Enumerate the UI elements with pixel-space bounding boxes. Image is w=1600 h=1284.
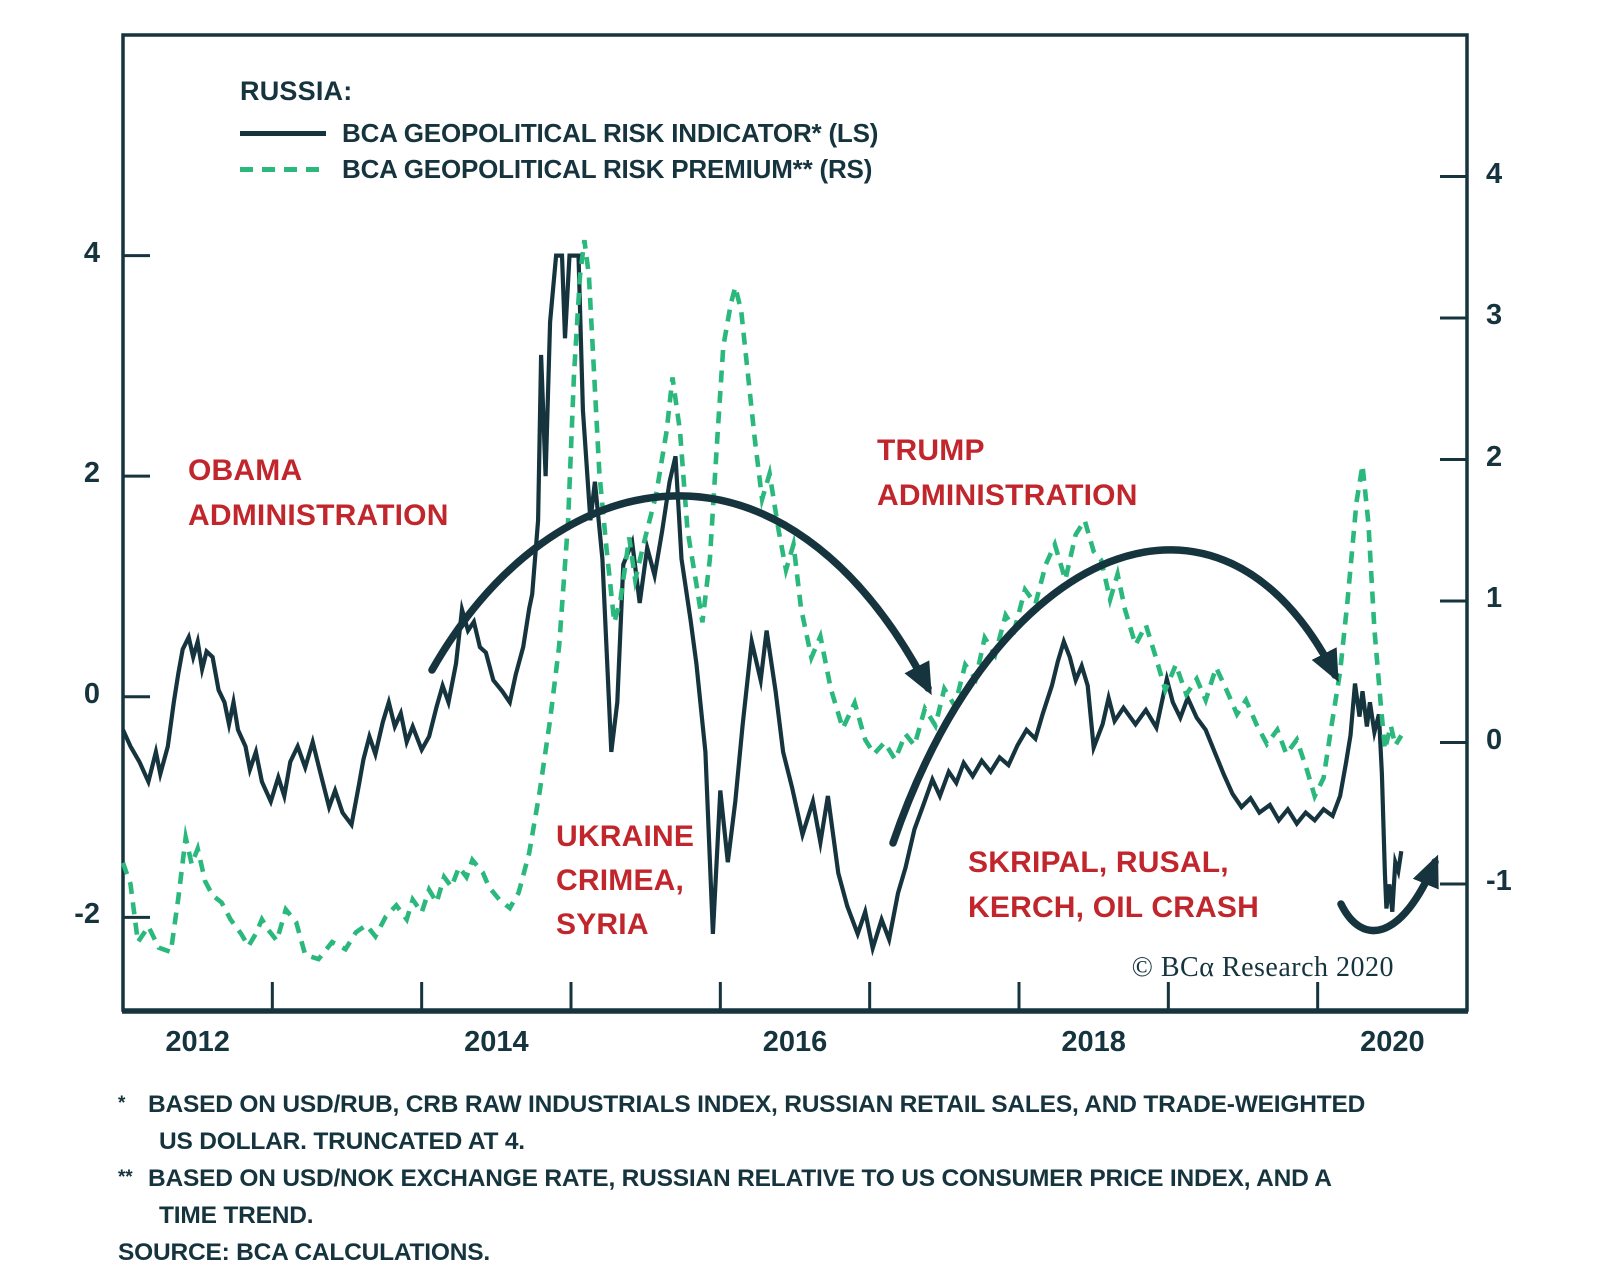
obama-to-trump-arrow <box>428 492 932 696</box>
right-axis-label: 0 <box>1486 723 1503 756</box>
footnote-2-line-2: TIME TREND. <box>159 1202 314 1229</box>
footnote-2-line-1: ** BASED ON USD/NOK EXCHANGE RATE, RUSSI… <box>118 1160 1558 1197</box>
footnote-1-line-2: US DOLLAR. TRUNCATED AT 4. <box>159 1128 525 1155</box>
footnote-1-line-1: * BASED ON USD/RUB, CRB RAW INDUSTRIALS … <box>118 1086 1558 1123</box>
annotation-ukraine-line3: SYRIA <box>556 908 649 941</box>
left-axis-label: -2 <box>74 898 100 931</box>
left-axis-label: 2 <box>83 457 100 490</box>
annotation-skripal-line2: KERCH, OIL CRASH <box>968 891 1259 924</box>
annotation-obama: OBAMA ADMINISTRATION <box>188 448 449 538</box>
left-axis-label: 4 <box>83 236 100 269</box>
annotation-trump-line2: ADMINISTRATION <box>877 479 1138 512</box>
legend-row-premium: BCA GEOPOLITICAL RISK PREMIUM** (RS) <box>240 151 878 187</box>
solid-line-swatch <box>240 130 326 136</box>
axes <box>121 33 1469 1014</box>
annotation-trump: TRUMP ADMINISTRATION <box>877 428 1138 518</box>
annotation-trump-line1: TRUMP <box>877 434 985 467</box>
risk-premium-line <box>120 239 1404 962</box>
right-axis-label: 1 <box>1486 582 1503 615</box>
annotation-obama-line2: ADMINISTRATION <box>188 499 449 532</box>
legend-row-indicator: BCA GEOPOLITICAL RISK INDICATOR* (LS) <box>240 115 878 151</box>
legend-title: RUSSIA: <box>240 76 353 106</box>
x-axis-label: 2020 <box>1360 1026 1425 1058</box>
annotation-obama-line1: OBAMA <box>188 454 303 487</box>
source-note: SOURCE: BCA CALCULATIONS. <box>118 1239 491 1266</box>
x-axis-label: 2016 <box>762 1026 828 1058</box>
legend-label-premium: BCA GEOPOLITICAL RISK PREMIUM** (RS) <box>342 153 873 184</box>
annotation-ukraine-line1: UKRAINE <box>556 820 695 853</box>
plot-border <box>121 33 1469 1012</box>
copyright-note: © BCα Research 2020 <box>1131 952 1394 983</box>
right-axis-label: 2 <box>1486 440 1503 473</box>
dashed-line-swatch <box>240 166 326 172</box>
risk-indicator-line <box>121 253 1404 957</box>
x-axis-label: 2014 <box>464 1026 529 1058</box>
annotation-ukraine-line2: CRIMEA, <box>556 864 685 897</box>
x-axis-label: 2012 <box>165 1026 230 1058</box>
data-series <box>120 239 1404 962</box>
legend: RUSSIA: BCA GEOPOLITICAL RISK INDICATOR*… <box>240 76 878 187</box>
right-axis-label: 4 <box>1486 157 1503 190</box>
left-axis-label: 0 <box>83 677 100 710</box>
right-axis-label: 3 <box>1486 299 1503 332</box>
footnote-2-marker: ** <box>118 1167 133 1188</box>
annotation-skripal: SKRIPAL, RUSAL, KERCH, OIL CRASH <box>968 840 1259 930</box>
x-axis-label: 2018 <box>1061 1026 1126 1058</box>
trump-cycle-arrow <box>889 546 1339 847</box>
right-axis-label: -1 <box>1486 865 1512 898</box>
legend-label-indicator: BCA GEOPOLITICAL RISK INDICATOR* (LS) <box>342 117 879 148</box>
annotation-skripal-line1: SKRIPAL, RUSAL, <box>968 846 1229 879</box>
annotation-ukraine: UKRAINE CRIMEA, SYRIA <box>556 815 694 947</box>
footnote-1-marker: * <box>118 1093 126 1114</box>
annotation-arrows <box>428 492 1439 935</box>
footnotes: * BASED ON USD/RUB, CRB RAW INDUSTRIALS … <box>118 1086 1558 1271</box>
rebound-arrow <box>1337 854 1439 935</box>
